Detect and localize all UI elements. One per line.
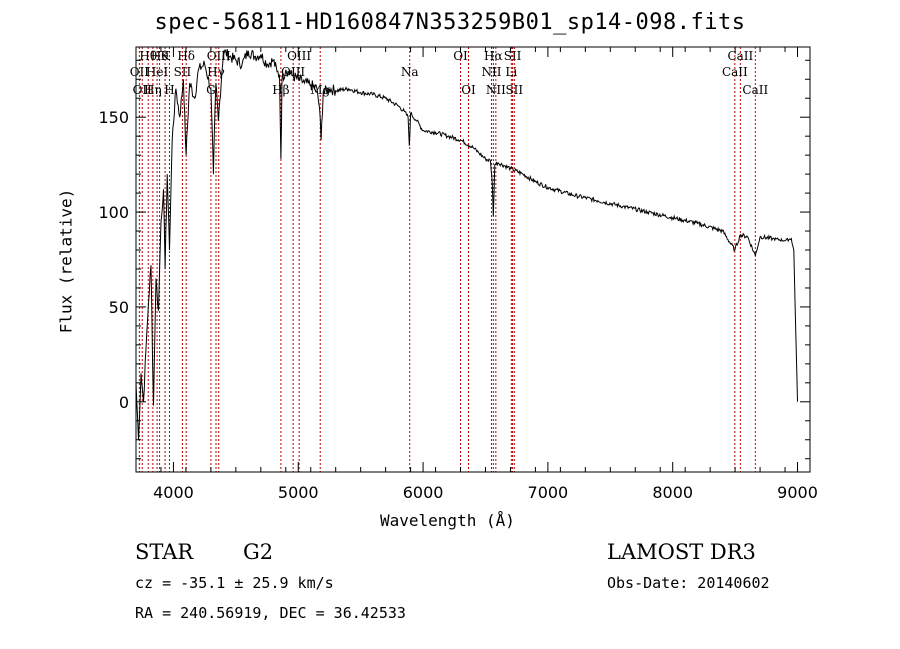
y-tick-label-0: 0 [119, 393, 129, 412]
line-markers [138, 47, 756, 472]
x-tick-label-5: 9000 [777, 483, 818, 502]
chart-title: spec-56811-HD160847N353259B01_sp14-098.f… [154, 10, 746, 35]
line-marker-label-28: CaII [742, 83, 768, 97]
axis-ticks: 4000 5000 6000 7000 8000 9000 0 50 100 150 [98, 47, 818, 502]
x-tick-label-3: 7000 [528, 483, 569, 502]
line-marker-label-3: Hη [144, 83, 162, 97]
line-marker-label-4: HeI [146, 65, 169, 79]
line-marker-label-23: Li [505, 65, 517, 79]
line-marker-label-21: Hα [484, 49, 503, 63]
line-marker-label-12: OIII [207, 49, 231, 63]
y-tick-label-2: 100 [98, 203, 129, 222]
survey-name: LAMOST DR3 [607, 540, 756, 564]
line-marker-label-25: SII [505, 83, 523, 97]
plot-frame [135, 46, 811, 473]
line-marker-label-24: SII [504, 49, 522, 63]
line-marker-label-27: CaII [727, 49, 753, 63]
line-marker-label-2: Hθ [139, 49, 157, 63]
line-marker-label-5: Hθ [151, 49, 169, 63]
line-marker-label-0: OII [130, 65, 150, 79]
line-marker-label-22: NII [486, 83, 506, 97]
y-axis-label: Flux (relative) [56, 188, 76, 334]
line-marker-label-13: Hβ [272, 83, 289, 97]
line-marker-label-9: Hδ [177, 49, 195, 63]
x-tick-label-4: 8000 [652, 483, 693, 502]
coordinates-readout: RA = 240.56919, DEC = 36.42533 [135, 604, 406, 622]
line-marker-label-11: Hγ [207, 65, 225, 79]
redshift-readout: cz = -35.1 ± 25.9 km/s [135, 574, 334, 592]
x-tick-label-1: 5000 [278, 483, 319, 502]
x-axis-label: Wavelength (Å) [380, 511, 515, 530]
line-marker-label-26: CaII [722, 65, 748, 79]
line-marker-label-19: OI [461, 83, 476, 97]
line-marker-label-7: H [164, 83, 174, 97]
observation-date: Obs-Date: 20140602 [607, 574, 770, 592]
line-marker-label-8: SII [174, 65, 192, 79]
line-marker-label-15: OIII [287, 49, 311, 63]
x-tick-label-2: 6000 [403, 483, 444, 502]
y-tick-label-1: 50 [109, 298, 129, 317]
line-marker-label-20: NII [481, 65, 501, 79]
line-marker-label-18: OI [453, 49, 468, 63]
line-marker-label-1: OII [133, 83, 153, 97]
object-subclass: G2 [243, 540, 274, 564]
line-marker-label-6: K [161, 49, 171, 63]
spectrum-line [135, 49, 798, 440]
x-tick-label-0: 4000 [153, 483, 194, 502]
line-marker-labels: OIIOIIHθHηHeIHθKHSIIHδGHγOIIIHβOIIIOIIIM… [130, 49, 769, 97]
y-tick-label-3: 150 [98, 108, 129, 127]
line-marker-label-17: Na [401, 65, 419, 79]
object-class: STAR [135, 540, 194, 564]
